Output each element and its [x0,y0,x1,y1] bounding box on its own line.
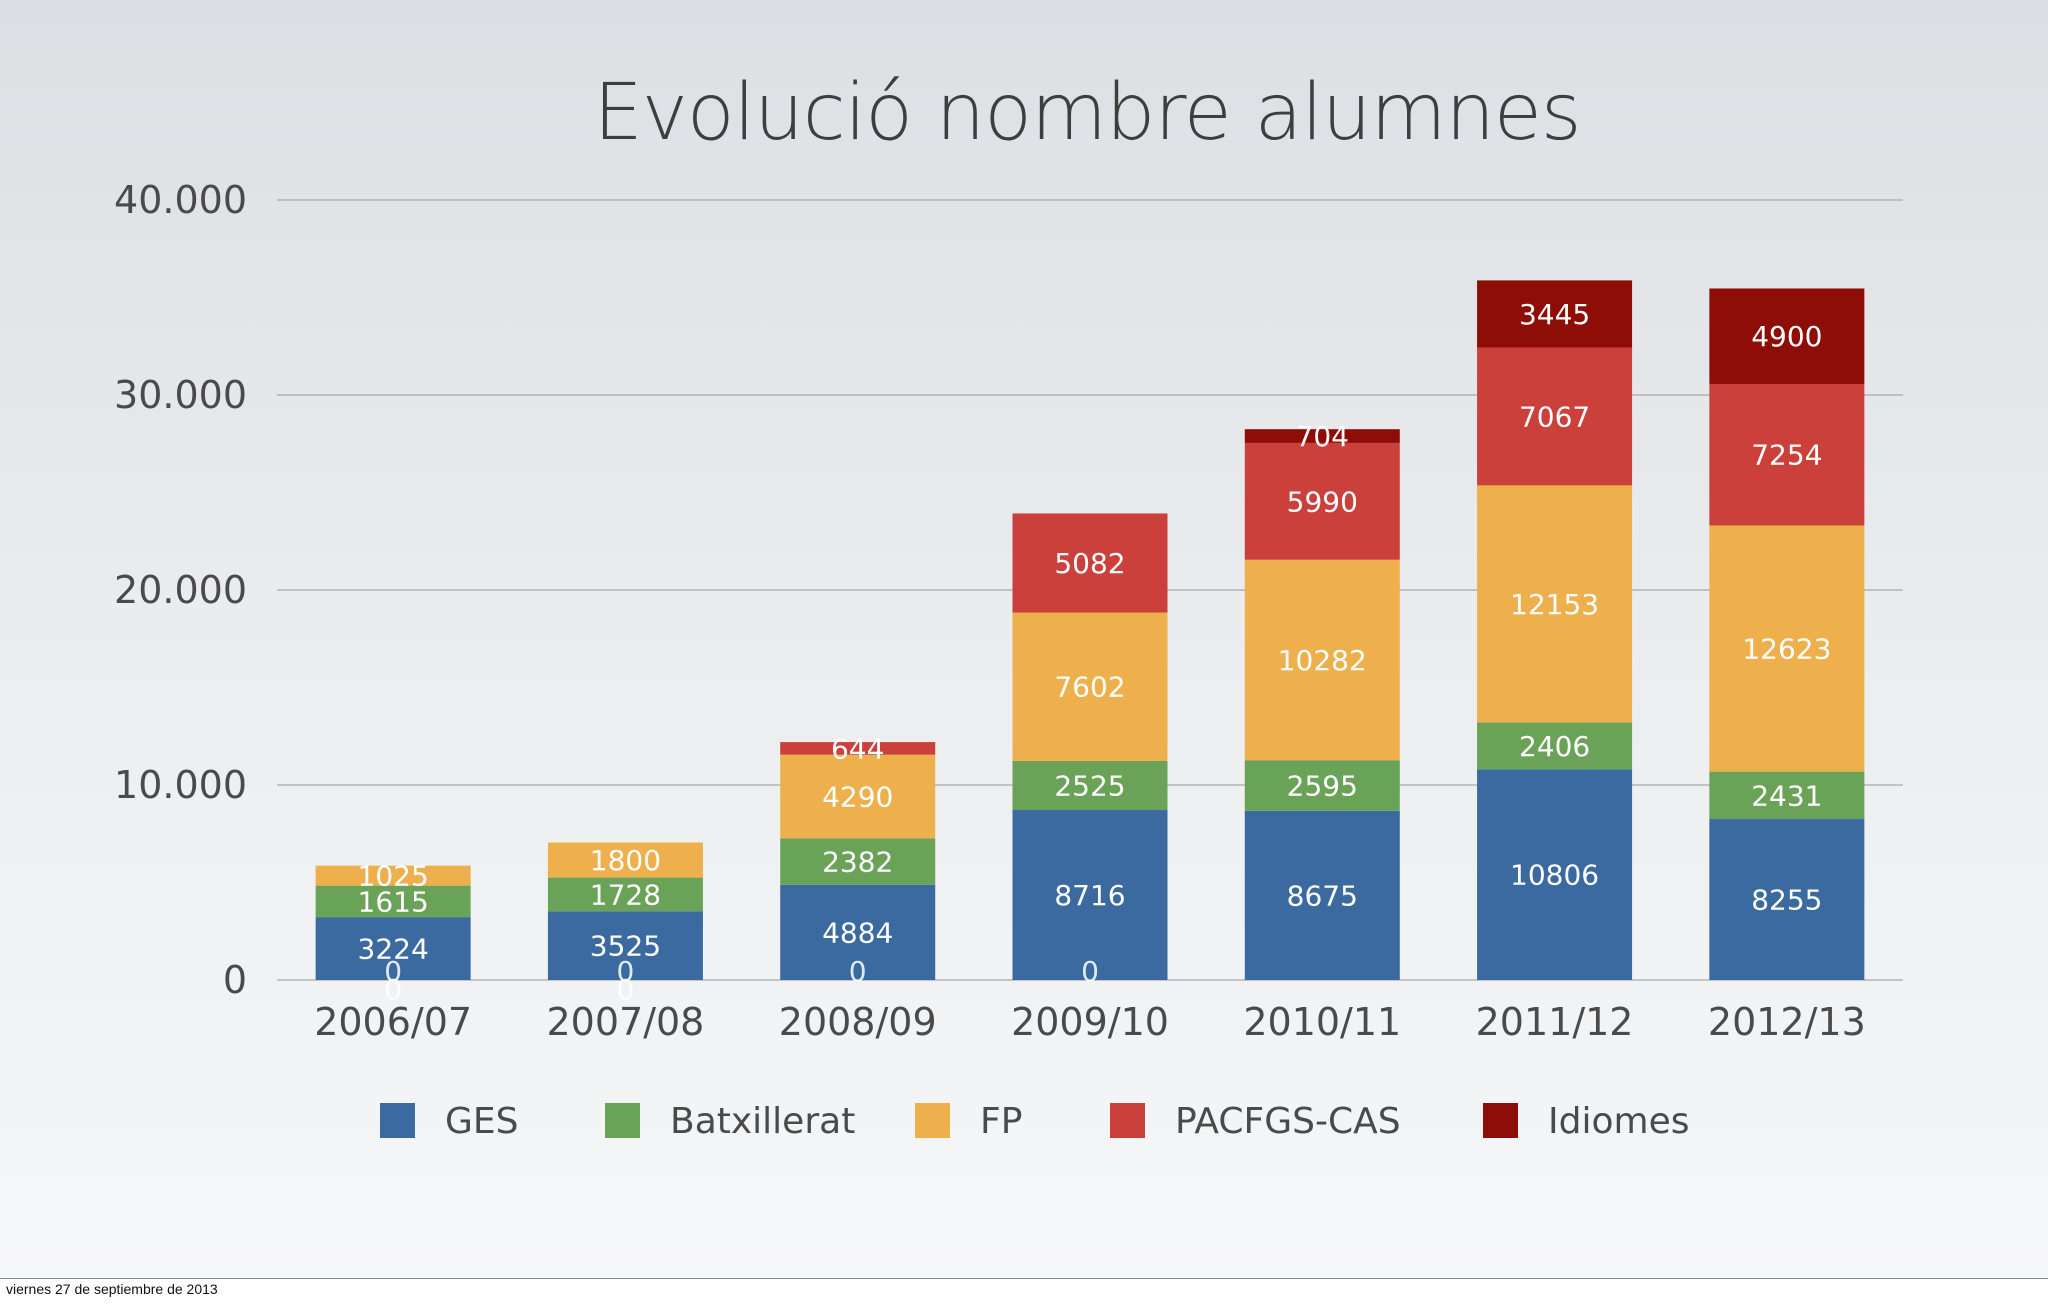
footer-date: viernes 27 de septiembre de 2013 [6,1281,218,1297]
data-label: 3525 [590,930,661,963]
y-tick-label: 20.000 [114,568,247,612]
bar-segment [547,877,703,912]
data-label: 8255 [1751,884,1822,917]
x-tick-label: 2012/13 [1708,1000,1866,1044]
x-tick-label: 2010/11 [1243,1000,1401,1044]
zero-label: 0 [849,955,867,988]
bar-segment [1244,559,1400,761]
legend-label: PACFGS-CAS [1175,1101,1401,1142]
bar-segment [780,884,936,980]
data-label: 8716 [1054,879,1125,912]
data-label: 1615 [358,885,429,918]
bar-segment [1244,810,1400,980]
data-label: 7602 [1054,671,1125,704]
bar-segment [1709,771,1865,820]
legend-swatch [380,1103,415,1138]
data-label: 1800 [590,844,661,877]
x-tick-label: 2009/10 [1011,1000,1169,1044]
data-label: 2595 [1287,770,1358,803]
legend-label: GES [445,1101,519,1142]
x-tick-label: 2007/08 [546,1000,704,1044]
bar-segment [547,842,703,878]
legend-swatch [605,1103,640,1138]
y-tick-label: 10.000 [114,763,247,807]
x-tick-label: 2008/09 [779,1000,937,1044]
bar-segment [1244,760,1400,811]
data-label: 12623 [1742,633,1831,666]
data-label: 644 [831,732,884,765]
data-label: 1728 [590,878,661,911]
data-label: 8675 [1287,879,1358,912]
bar-segment [780,754,936,839]
y-tick-label: 0 [223,958,247,1002]
legend-swatch [1483,1103,1518,1138]
data-label: 10806 [1510,859,1599,892]
data-label: 5990 [1287,485,1358,518]
footer-divider [0,1278,2048,1279]
data-label: 10282 [1278,644,1367,677]
bar-segment [1244,429,1400,443]
bar-segment [1012,810,1168,980]
bar-segment [547,911,703,980]
data-label: 7254 [1751,439,1822,472]
bar-segment [1477,347,1633,486]
bar-segment [1709,288,1865,385]
bar-segment [1477,485,1633,723]
bar-segment [1244,442,1400,560]
data-label: 3445 [1519,298,1590,331]
bar-segment [1012,612,1168,761]
data-label: 2431 [1751,779,1822,812]
bar-segment [1012,513,1168,613]
bar-segment [1709,525,1865,772]
chart-title: Evolució nombre alumnes [593,68,1581,158]
legend-swatch [1110,1103,1145,1138]
legend-label: FP [980,1101,1022,1142]
x-tick-label: 2011/12 [1476,1000,1634,1044]
bar-segment [780,838,936,885]
bar-segment [1477,769,1633,980]
legend-label: Idiomes [1548,1101,1689,1142]
data-label: 1025 [358,860,429,893]
bar-segment [1477,722,1633,770]
legend-label: Batxillerat [670,1101,855,1142]
zero-label: 0 [617,973,635,1006]
data-label: 4884 [822,916,893,949]
data-label: 704 [1296,420,1349,453]
data-label: 4900 [1751,320,1822,353]
data-label: 5082 [1054,547,1125,580]
data-label: 2382 [822,846,893,879]
x-tick-label: 2006/07 [314,1000,472,1044]
data-label: 7067 [1519,400,1590,433]
zero-label: 0 [617,955,635,988]
legend-swatch [915,1103,950,1138]
bar-segment [1012,760,1168,811]
y-tick-label: 30.000 [114,373,247,417]
data-label: 3224 [358,933,429,966]
bar-segment [315,865,471,886]
bar-segment [1709,819,1865,980]
data-label: 2406 [1519,730,1590,763]
zero-label: 0 [384,955,402,988]
y-tick-label: 40.000 [114,178,247,222]
zero-label: 0 [1081,955,1099,988]
bar-segment [1477,280,1633,348]
zero-label: 0 [384,973,402,1006]
data-label: 4290 [822,780,893,813]
bar-segment [315,885,471,918]
bar-segment [1709,384,1865,526]
data-label: 12153 [1510,588,1599,621]
bar-segment [780,742,936,755]
data-label: 2525 [1054,769,1125,802]
bar-segment [315,917,471,980]
